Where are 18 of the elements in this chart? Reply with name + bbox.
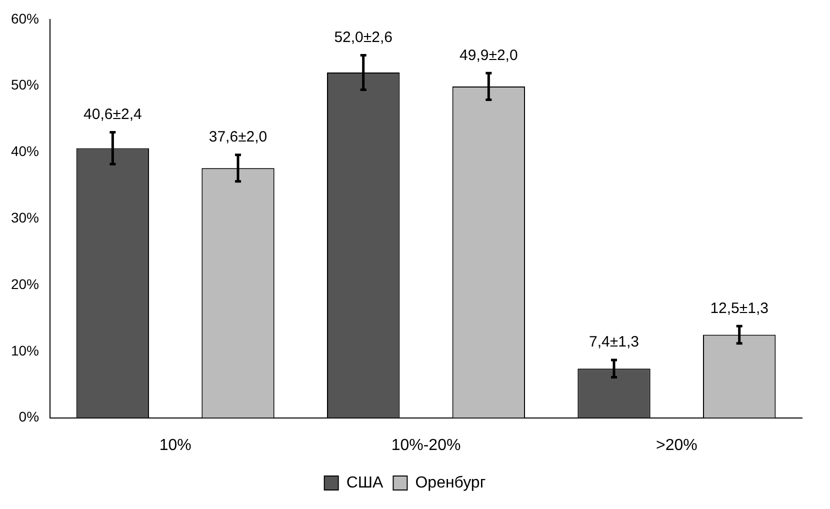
y-tick-label: 60% xyxy=(10,10,40,26)
y-tick-label: 20% xyxy=(10,276,40,292)
x-tick-label: 10% xyxy=(159,436,192,454)
y-tick-label: 50% xyxy=(10,76,40,93)
data-label: 40,6±2,4 xyxy=(84,106,142,123)
y-tick-label: 10% xyxy=(10,342,40,358)
data-label: 7,4±1,3 xyxy=(589,334,639,351)
x-tick-label: 10%-20% xyxy=(391,436,461,454)
data-label: 52,0±2,6 xyxy=(334,28,392,46)
y-tick-label: 30% xyxy=(10,209,40,226)
legend-label: Оренбург xyxy=(415,474,486,492)
y-tick-label: 40% xyxy=(10,143,40,160)
legend-label: США xyxy=(346,474,384,492)
y-tick-label: 0% xyxy=(18,408,40,425)
data-label: 12,5±1,3 xyxy=(710,300,768,317)
x-tick-label: >20% xyxy=(656,436,698,454)
data-label: 37,6±2,0 xyxy=(208,128,268,146)
data-label: 49,9±2,0 xyxy=(460,46,518,64)
